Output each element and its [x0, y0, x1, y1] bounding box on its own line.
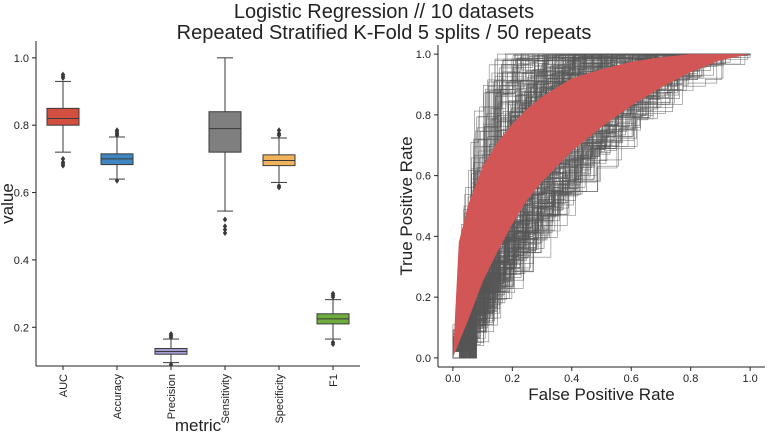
x-tick-label: 0.4 — [564, 373, 579, 385]
box-auc — [46, 107, 80, 126]
roc-curve — [452, 53, 751, 358]
y-tick-label: 0.8 — [416, 110, 431, 122]
x-axis-label: metric — [175, 416, 222, 433]
outlier-point — [276, 130, 282, 137]
y-tick-label: 0.2 — [14, 322, 29, 334]
outlier-point — [276, 182, 282, 189]
box-sensitivity — [208, 111, 242, 153]
outlier-point — [60, 71, 66, 78]
roc-confidence-band — [452, 54, 751, 358]
roc-panel: 0.0 0.2 0.4 0.6 0.8 1.0 0.0 0.2 0.4 0.6 0.8 1.0 Fals… — [397, 45, 765, 404]
roc-curve — [452, 53, 751, 359]
outlier-point — [222, 226, 228, 233]
x-tick-label: F1 — [328, 374, 340, 387]
roc-curve — [452, 53, 751, 359]
y-tick-label: 0.4 — [416, 231, 431, 243]
outlier-point — [168, 361, 174, 368]
x-tick-label: 0.2 — [505, 373, 520, 385]
outlier-point — [168, 331, 174, 338]
outlier-point — [222, 216, 228, 223]
x-tick-label: Sensitivity — [220, 374, 232, 424]
y-tick-label: 1.0 — [416, 49, 431, 61]
outlier-point — [114, 177, 120, 184]
x-tick-label: Accuracy — [112, 374, 124, 420]
y-axis-label: value — [0, 183, 17, 224]
x-tick-label: Specificity — [274, 374, 286, 424]
x-tick-label: 0.6 — [624, 373, 639, 385]
roc-curve — [452, 53, 751, 359]
x-tick-label: 0.0 — [445, 373, 460, 385]
y-tick-label: 0.6 — [14, 188, 29, 200]
outlier-point — [60, 155, 66, 162]
y-tick-label: 0.2 — [416, 292, 431, 304]
chart-title-line-1: Logistic Regression // 10 datasets — [233, 1, 535, 23]
outlier-point — [222, 223, 228, 230]
outlier-point — [330, 339, 336, 346]
outlier-point — [114, 127, 120, 134]
y-axis-label: True Positive Rate — [397, 136, 416, 275]
x-tick-label: 0.8 — [683, 373, 698, 385]
boxplot-panel: 0.2 0.4 0.6 0.8 1.0 AUC Accuracy Precision Sensi… — [0, 41, 360, 433]
x-axis-label: False Positive Rate — [528, 385, 674, 404]
y-tick-label: 0.8 — [14, 120, 29, 132]
y-tick-label: 1.0 — [14, 53, 29, 65]
y-tick-label: 0.0 — [416, 353, 431, 365]
chart-title-line-2: Repeated Stratified K-Fold 5 splits / 50… — [176, 22, 592, 44]
x-tick-label: AUC — [58, 374, 70, 397]
x-tick-label: Precision — [166, 374, 178, 419]
y-tick-label: 0.4 — [14, 255, 29, 267]
y-tick-label: 0.6 — [416, 171, 431, 183]
x-tick-label: 1.0 — [742, 373, 757, 385]
outlier-point — [276, 127, 282, 134]
outlier-point — [60, 159, 66, 166]
outlier-point — [330, 290, 336, 297]
outlier-point — [222, 229, 228, 236]
